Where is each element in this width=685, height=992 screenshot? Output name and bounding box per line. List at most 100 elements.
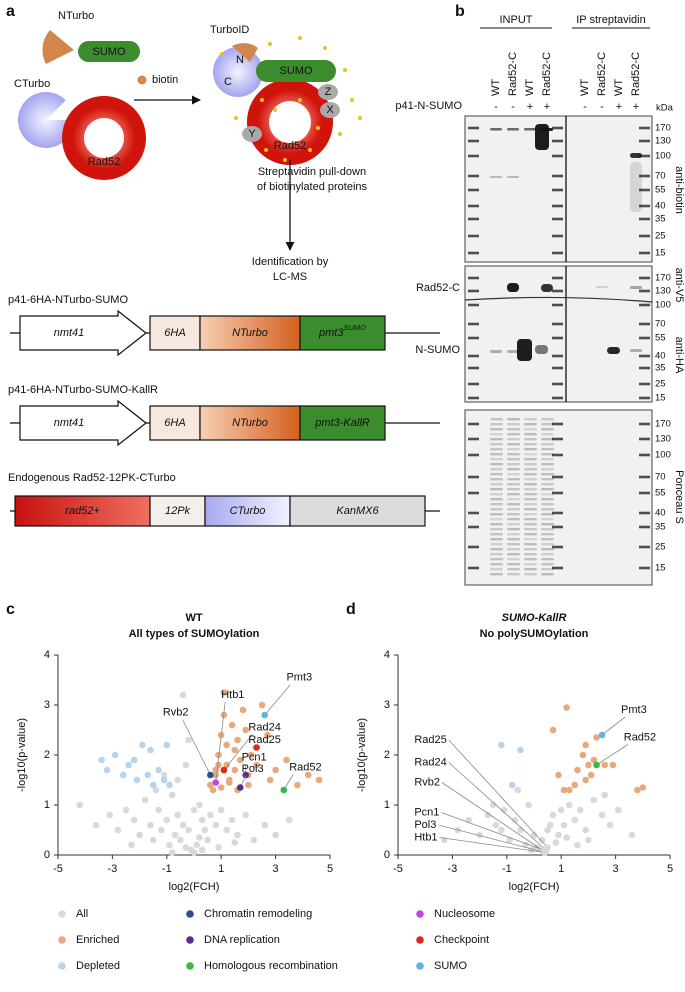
data-point: [511, 816, 519, 824]
data-point: [141, 796, 149, 804]
band: [524, 448, 537, 451]
band: [524, 478, 537, 481]
antibody-label: anti-biotin: [673, 166, 685, 214]
data-point: [196, 834, 203, 841]
ladder-band: [468, 139, 479, 143]
data-point: [193, 841, 201, 849]
data-point: [557, 806, 565, 814]
legend-label: Enriched: [76, 934, 119, 946]
ladder-band: [639, 422, 650, 426]
ladder-band: [552, 289, 563, 293]
data-point: [304, 771, 312, 779]
data-point: [147, 821, 154, 829]
lane-label: WT: [579, 79, 591, 96]
band: [541, 284, 553, 292]
band: [524, 548, 537, 551]
ladder-band: [639, 289, 650, 293]
panel-label: b: [455, 3, 465, 20]
data-point: [215, 751, 222, 759]
ladder-band: [552, 174, 563, 178]
ladder-band: [552, 251, 563, 255]
kda-label: kDa: [656, 103, 674, 114]
band: [524, 433, 537, 436]
complex-rad52-label: Rad52: [274, 140, 306, 152]
band: [630, 349, 642, 352]
legend-swatch: [416, 962, 424, 970]
ladder-band: [552, 322, 563, 326]
data-point: [201, 826, 209, 834]
kda-marker: 35: [655, 214, 666, 225]
band: [507, 423, 520, 426]
identification-text: Identification by: [252, 256, 329, 268]
band: [490, 538, 503, 541]
data-point: [119, 771, 127, 779]
data-point: [114, 826, 122, 834]
band: [507, 468, 520, 471]
band: [541, 573, 554, 576]
band: [490, 128, 502, 131]
band: [490, 468, 503, 471]
promoter-arrow: [19, 309, 147, 357]
band: [524, 438, 537, 441]
ladder-band: [639, 354, 650, 358]
lane-sign: +: [633, 101, 639, 113]
band: [507, 513, 520, 516]
data-point: [139, 741, 146, 749]
band: [507, 548, 520, 551]
x-axis-label: log2(FCH): [509, 881, 560, 893]
data-point: [174, 776, 181, 784]
data-point: [639, 784, 647, 791]
data-point: [261, 821, 269, 829]
band: [524, 523, 537, 526]
band: [541, 493, 554, 496]
part-name: rad52+: [65, 505, 100, 517]
ladder-band: [639, 204, 650, 208]
data-point: [231, 766, 239, 774]
ladder-band: [639, 525, 650, 529]
data-point: [158, 826, 165, 834]
ladder-band: [468, 322, 479, 326]
band: [535, 124, 549, 150]
data-point: [552, 839, 560, 846]
data-point: [541, 845, 549, 853]
data-point: [574, 841, 581, 849]
band: [524, 563, 537, 566]
ladder-band: [639, 396, 650, 400]
legend-swatch: [58, 910, 66, 918]
band: [507, 498, 520, 501]
y-tick-label: 1: [384, 799, 390, 811]
band: [541, 433, 554, 436]
data-point: [177, 836, 184, 844]
kda-marker: 15: [655, 563, 666, 574]
leader-line: [439, 837, 545, 853]
data-point: [76, 801, 84, 809]
lane-sign: +: [544, 101, 550, 113]
antibody-label: anti-HA: [673, 337, 685, 374]
data-point: [122, 806, 130, 814]
construct-title: p41-6HA-NTurbo-SUMO-KallR: [8, 384, 158, 396]
band: [507, 553, 520, 556]
data-point: [231, 746, 239, 754]
ladder-band: [468, 204, 479, 208]
point-label: Rad52: [624, 731, 656, 743]
data-point: [264, 731, 271, 739]
data-point: [168, 849, 176, 856]
point-label: Rad52: [289, 761, 321, 773]
data-point: [190, 806, 198, 814]
data-point: [566, 786, 573, 794]
complex-n: N: [236, 54, 244, 66]
band: [507, 128, 519, 131]
band: [524, 493, 537, 496]
band: [490, 508, 503, 511]
protein-z: [318, 84, 338, 100]
construct-part: [149, 315, 201, 351]
data-point: [133, 776, 141, 784]
leader-line: [223, 734, 253, 771]
band: [524, 543, 537, 546]
legend-label: SUMO: [434, 960, 467, 972]
ladder-band: [639, 217, 650, 221]
legend-swatch: [186, 962, 194, 970]
ladder-band: [468, 382, 479, 386]
band: [524, 428, 537, 431]
